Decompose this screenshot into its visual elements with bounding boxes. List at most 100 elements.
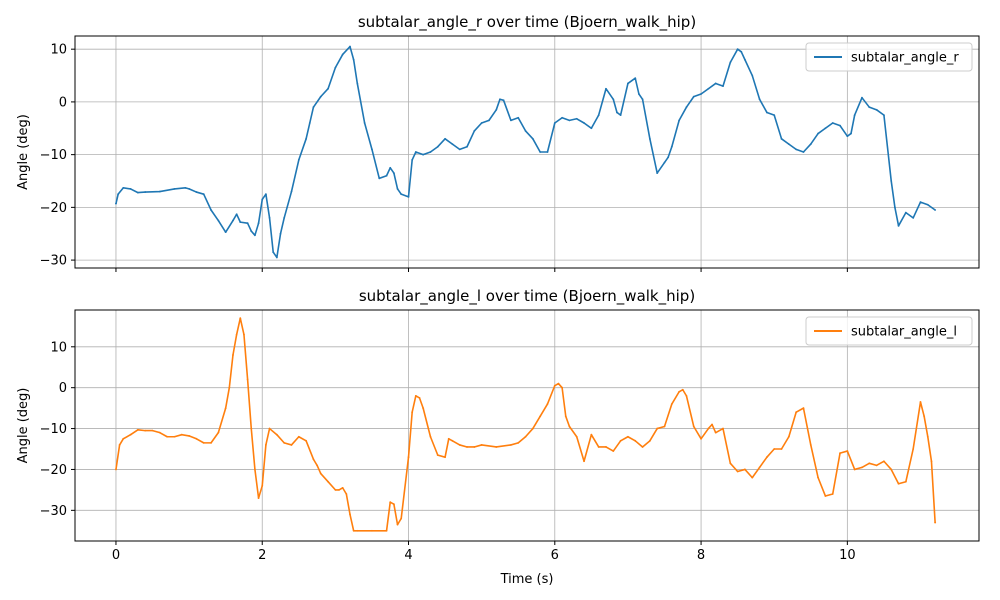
bottom-data-point	[447, 437, 450, 440]
bottom-data-point	[144, 429, 147, 432]
bottom-data-point	[722, 427, 724, 430]
top-data-point	[751, 74, 754, 77]
bottom-data-point	[605, 446, 607, 448]
bottom-data-point	[180, 433, 183, 436]
bottom-data-point	[685, 394, 688, 397]
bottom-data-point	[758, 466, 761, 469]
bottom-x-tick-label: 8	[697, 548, 705, 563]
bottom-data-point	[564, 415, 567, 418]
bottom-legend: subtalar_angle_l	[805, 316, 973, 346]
top-data-point	[802, 151, 805, 153]
top-data-point	[210, 209, 212, 211]
bottom-x-tick-label: 0	[112, 548, 120, 563]
top-data-point	[268, 217, 271, 219]
bottom-data-point	[118, 444, 121, 446]
top-data-point	[641, 98, 644, 101]
top-data-point	[766, 111, 768, 114]
top-data-point	[312, 106, 315, 109]
top-data-point	[575, 117, 578, 120]
top-data-point	[389, 166, 392, 169]
top-data-point	[272, 251, 275, 254]
bottom-data-point	[290, 444, 293, 446]
bottom-data-point	[681, 388, 684, 391]
bottom-data-point	[861, 466, 863, 469]
top-legend-label: subtalar_angle_r	[851, 51, 959, 66]
top-data-point	[663, 161, 666, 164]
top-data-point	[667, 156, 670, 159]
bottom-data-point	[392, 503, 395, 506]
bottom-data-point	[923, 415, 926, 418]
top-data-point	[414, 151, 417, 153]
top-data-point	[678, 119, 681, 122]
bottom-data-point	[264, 444, 267, 446]
bottom-data-point	[188, 435, 191, 437]
bottom-data-point	[173, 435, 176, 438]
bottom-data-point	[766, 456, 768, 459]
top-data-point	[773, 114, 776, 116]
top-data-point	[619, 114, 622, 116]
top-data-point	[736, 48, 739, 51]
top-data-point	[546, 151, 549, 153]
top-data-point	[224, 231, 227, 234]
bottom-data-point	[210, 441, 212, 444]
bottom-x-tick-label: 4	[404, 548, 412, 563]
bottom-data-point	[495, 446, 498, 448]
bottom-y-tick-label: −20	[40, 463, 67, 478]
top-data-point	[466, 145, 468, 148]
bottom-data-point	[817, 476, 819, 479]
top-data-point	[239, 221, 242, 224]
bottom-data-point	[228, 386, 231, 389]
top-data-point	[831, 122, 834, 124]
top-data-point	[444, 137, 446, 140]
bottom-data-point	[557, 382, 560, 385]
bottom-data-point	[261, 484, 264, 487]
top-data-point	[846, 135, 849, 138]
bottom-data-point	[451, 439, 454, 442]
bottom-data-point	[575, 435, 578, 438]
bottom-data-point	[195, 437, 198, 440]
top-data-point	[499, 98, 501, 101]
bottom-data-point	[319, 472, 322, 475]
bottom-data-point	[458, 444, 461, 446]
bottom-data-point	[466, 446, 468, 448]
top-data-point	[235, 213, 238, 216]
top-data-point	[740, 50, 743, 53]
top-data-point	[700, 93, 702, 95]
bottom-data-point	[707, 427, 710, 430]
top-data-point	[254, 234, 256, 237]
bottom-data-point	[510, 444, 512, 446]
bottom-data-point	[275, 433, 278, 436]
bottom-data-point	[480, 444, 483, 446]
top-data-point	[850, 132, 852, 135]
top-data-point	[612, 98, 615, 101]
top-chart-title: subtalar_angle_r over time (Bjoern_walk_…	[358, 13, 696, 32]
top-data-point	[334, 66, 337, 69]
top-data-point	[670, 145, 673, 148]
bottom-data-point	[561, 386, 564, 389]
top-data-point	[188, 188, 191, 190]
bottom-x-tick-label: 6	[551, 548, 559, 563]
bottom-data-point	[217, 431, 220, 434]
bottom-data-point	[736, 470, 739, 473]
top-data-point	[378, 177, 381, 180]
top-data-point	[685, 106, 688, 109]
bottom-data-point	[122, 437, 125, 440]
top-data-point	[279, 232, 282, 235]
top-data-point	[407, 195, 410, 198]
bottom-data-point	[232, 354, 234, 356]
bottom-data-point	[137, 428, 139, 431]
top-data-point	[400, 193, 403, 196]
top-data-point	[839, 124, 841, 127]
bottom-data-point	[151, 429, 154, 432]
top-data-point	[707, 87, 710, 90]
bottom-data-point	[787, 435, 790, 438]
bottom-plot-frame	[74, 309, 980, 542]
bottom-data-point	[919, 401, 922, 403]
bottom-data-point	[627, 435, 629, 438]
bottom-data-point	[773, 448, 776, 450]
top-data-point	[257, 222, 260, 225]
bottom-data-point	[568, 425, 571, 428]
top-data-point	[890, 180, 893, 182]
bottom-data-point	[831, 493, 834, 495]
bottom-data-point	[853, 468, 856, 471]
